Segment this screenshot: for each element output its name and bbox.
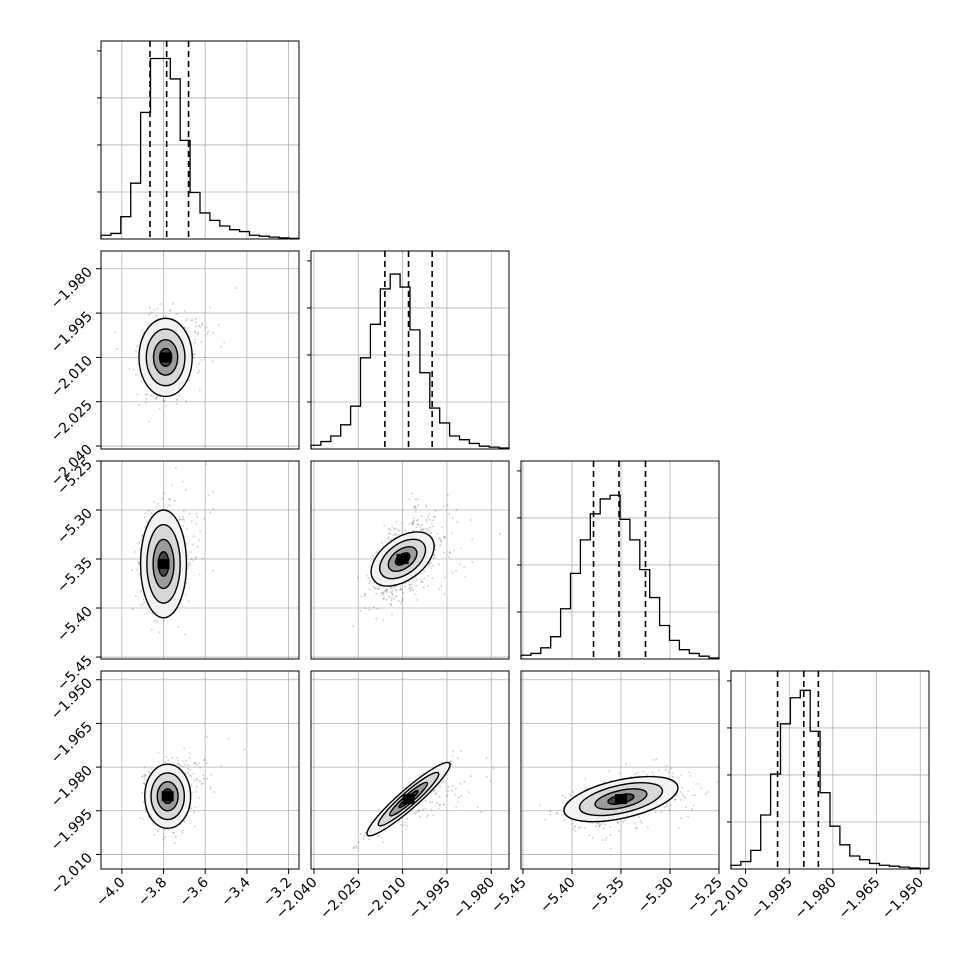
density-peak xyxy=(402,794,415,805)
x-tick-label-3-2: −1.980 xyxy=(792,875,840,923)
x-tick-label-2-1: −5.40 xyxy=(537,875,579,917)
histogram-steps xyxy=(100,57,300,240)
y-tick-label-3-2: −1.980 xyxy=(48,763,96,811)
scatter-points xyxy=(352,492,502,627)
histogram-steps xyxy=(730,689,930,870)
scatter-points xyxy=(131,463,215,636)
histogram-panel-1 xyxy=(307,250,510,450)
scatter-points xyxy=(138,735,246,845)
histogram-steps xyxy=(520,494,720,659)
histogram-panel-3 xyxy=(727,670,930,870)
y-tick-label-2-2: −5.35 xyxy=(54,555,96,597)
x-tick-label-3-1: −1.995 xyxy=(748,875,796,923)
panel-frame xyxy=(730,670,930,870)
x-tick-label-1-2: −2.010 xyxy=(361,875,409,923)
x-tick-label-2-3: −5.30 xyxy=(635,875,677,917)
x-tick-label-1-4: −1.980 xyxy=(450,875,498,923)
y-tick-label-3-1: −1.995 xyxy=(48,806,96,854)
y-tick-label-1-3: −1.995 xyxy=(48,309,96,357)
panel-frame xyxy=(520,670,720,870)
panel-frame xyxy=(310,460,510,660)
x-tick-label-3-3: −1.965 xyxy=(835,875,883,923)
density-peak xyxy=(157,558,170,569)
panel-frame xyxy=(520,460,720,660)
y-tick-label-2-1: −5.40 xyxy=(54,604,96,646)
x-tick-label-0-1: −3.8 xyxy=(135,875,170,910)
scatter-panel-x3-vs-x2 xyxy=(520,670,720,870)
y-tick-label-1-4: −1.980 xyxy=(48,264,96,312)
y-tick-label-1-2: −2.010 xyxy=(48,353,96,401)
scatter-points xyxy=(352,750,495,850)
scatter-panel-x3-vs-x0 xyxy=(100,670,300,870)
panel-frame xyxy=(310,250,510,450)
panel-frame xyxy=(100,460,300,660)
histogram-panel-0 xyxy=(97,40,300,240)
panel-frame xyxy=(100,250,300,450)
x-tick-label-1-1: −2.025 xyxy=(317,875,365,923)
x-tick-label-1-3: −1.995 xyxy=(406,875,454,923)
scatter-panel-x2-vs-x0 xyxy=(100,460,300,660)
histogram-steps xyxy=(310,273,510,449)
density-peak xyxy=(396,554,409,565)
panel-frame xyxy=(310,670,510,870)
x-tick-label-2-2: −5.35 xyxy=(586,875,628,917)
scatter-panel-x2-vs-x1 xyxy=(310,460,510,660)
y-tick-label-3-3: −1.965 xyxy=(48,719,96,767)
y-tick-label-1-1: −2.025 xyxy=(48,397,96,445)
scatter-panel-x1-vs-x0 xyxy=(100,250,300,450)
scatter-panel-x3-vs-x1 xyxy=(310,670,510,870)
density-peak xyxy=(159,352,172,363)
density-peak xyxy=(161,791,174,802)
x-tick-label-0-0: −4.0 xyxy=(93,875,128,910)
density-peak xyxy=(614,794,627,805)
y-tick-label-3-0: −2.010 xyxy=(48,850,96,898)
x-tick-label-2-0: −5.45 xyxy=(488,875,530,917)
x-tick-label-0-2: −3.6 xyxy=(177,874,212,909)
histogram-panel-2 xyxy=(517,460,720,660)
x-tick-label-0-3: −3.4 xyxy=(218,874,253,909)
scatter-points xyxy=(538,757,719,850)
scatter-points xyxy=(113,287,237,423)
panel-frame xyxy=(100,670,300,870)
panel-frame xyxy=(100,40,300,240)
y-tick-label-2-3: −5.30 xyxy=(54,506,96,548)
x-tick-label-3-4: −1.950 xyxy=(879,875,927,923)
